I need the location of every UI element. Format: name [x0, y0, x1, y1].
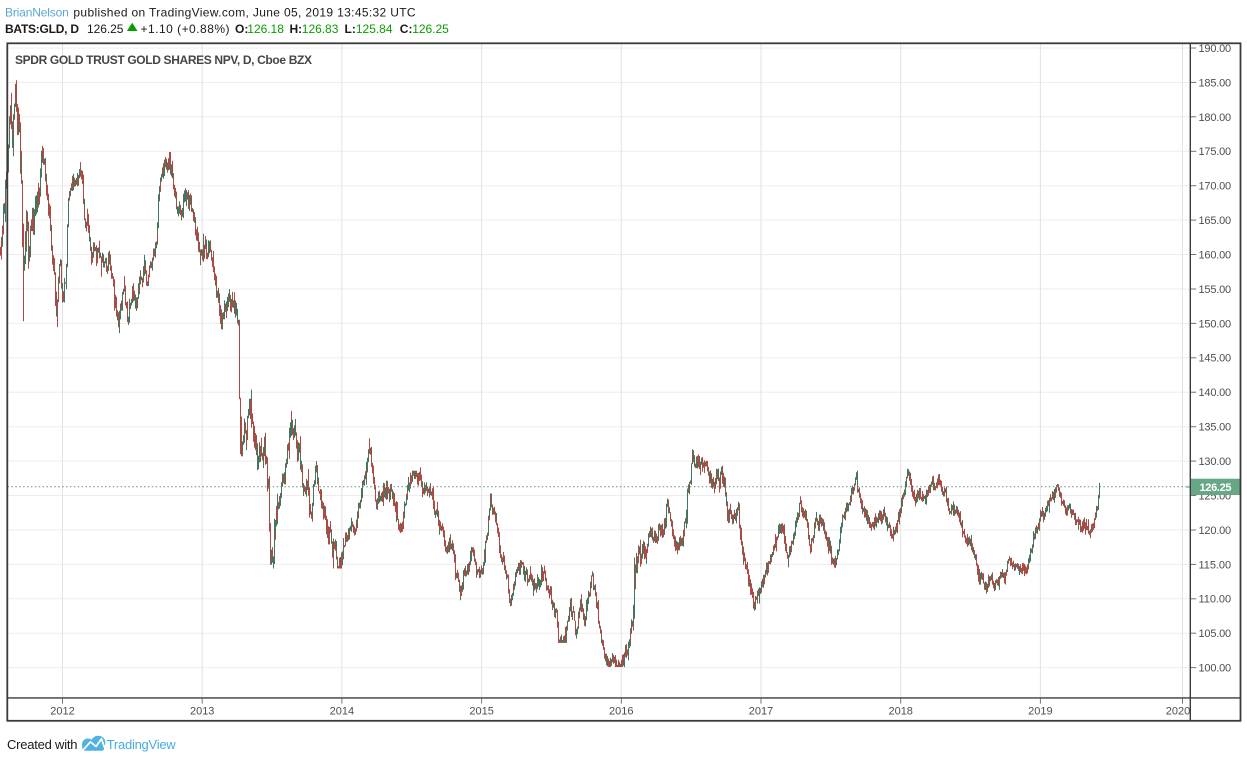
- svg-text:190.00: 190.00: [1199, 43, 1232, 55]
- svg-text:BATS:GLD, D: BATS:GLD, D: [5, 22, 79, 36]
- svg-text:185.00: 185.00: [1199, 77, 1232, 89]
- svg-text:C:: C:: [400, 22, 413, 36]
- svg-text:2018: 2018: [888, 705, 912, 717]
- svg-text:2017: 2017: [749, 705, 773, 717]
- svg-text:126.25: 126.25: [412, 22, 449, 36]
- svg-text:L:: L:: [345, 22, 356, 36]
- svg-text:135.00: 135.00: [1199, 422, 1232, 434]
- svg-text:H:: H:: [290, 22, 303, 36]
- svg-text:TradingView: TradingView: [107, 737, 177, 752]
- svg-text:Created with: Created with: [7, 737, 78, 752]
- svg-text:SPDR GOLD TRUST GOLD SHARES NP: SPDR GOLD TRUST GOLD SHARES NPV, D, Cboe…: [15, 53, 312, 67]
- svg-text:126.83: 126.83: [302, 22, 339, 36]
- svg-text:2013: 2013: [190, 705, 214, 717]
- svg-text:105.00: 105.00: [1199, 628, 1232, 640]
- svg-text:126.18: 126.18: [247, 22, 284, 36]
- svg-text:126.25: 126.25: [87, 22, 124, 36]
- svg-text:110.00: 110.00: [1199, 594, 1232, 606]
- svg-text:+1.10 (+0.88%): +1.10 (+0.88%): [141, 22, 230, 36]
- svg-text:115.00: 115.00: [1199, 559, 1232, 571]
- svg-text:155.00: 155.00: [1199, 284, 1232, 296]
- svg-text:150.00: 150.00: [1199, 318, 1232, 330]
- svg-text:2012: 2012: [50, 705, 74, 717]
- svg-text:2015: 2015: [469, 705, 493, 717]
- svg-text:180.00: 180.00: [1199, 112, 1232, 124]
- svg-text:165.00: 165.00: [1199, 215, 1232, 227]
- svg-text:100.00: 100.00: [1199, 663, 1232, 675]
- svg-text:175.00: 175.00: [1199, 146, 1232, 158]
- svg-text:125.84: 125.84: [356, 22, 393, 36]
- svg-text:O:: O:: [235, 22, 248, 36]
- svg-text:120.00: 120.00: [1199, 525, 1232, 537]
- svg-text:126.25: 126.25: [1200, 482, 1232, 494]
- svg-text:140.00: 140.00: [1199, 387, 1232, 399]
- svg-text:130.00: 130.00: [1199, 456, 1232, 468]
- svg-text:2016: 2016: [609, 705, 633, 717]
- svg-text:2014: 2014: [330, 705, 354, 717]
- svg-text:170.00: 170.00: [1199, 181, 1232, 193]
- svg-text:160.00: 160.00: [1199, 249, 1232, 261]
- svg-text:145.00: 145.00: [1199, 353, 1232, 365]
- svg-text:2019: 2019: [1028, 705, 1052, 717]
- svg-text:2020: 2020: [1166, 705, 1190, 717]
